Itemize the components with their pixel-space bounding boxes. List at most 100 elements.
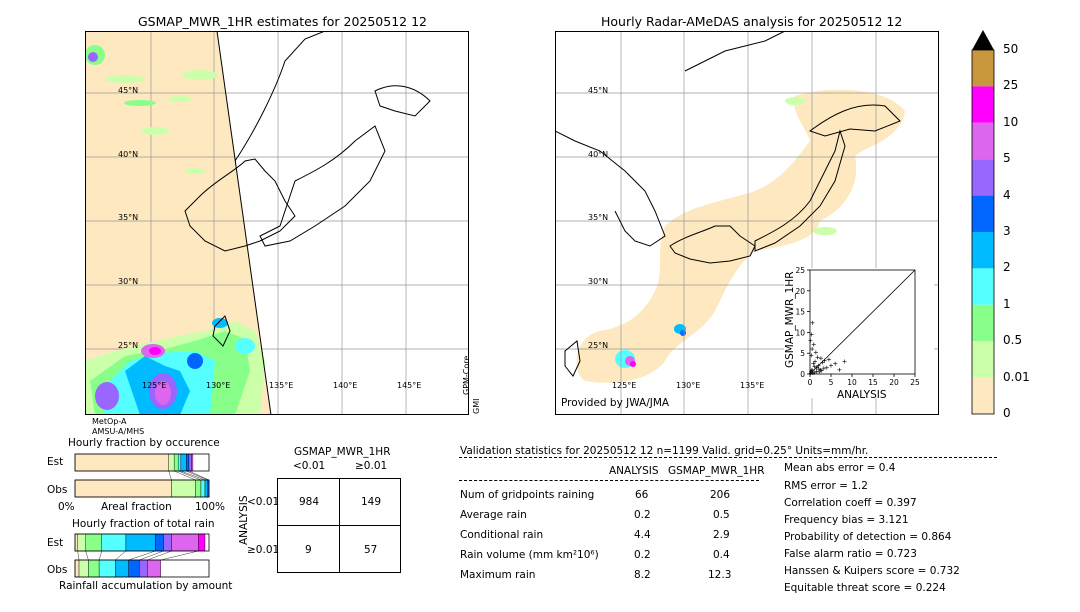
stack-connector (77, 550, 80, 561)
stack-segment (115, 559, 129, 578)
stack-segment (74, 479, 172, 498)
stack-segment (78, 559, 89, 578)
scatter-point (826, 357, 831, 362)
occ-row-est: Est (47, 456, 64, 468)
score-5: False alarm ratio = 0.723 (784, 548, 917, 560)
colorbar-segment (972, 159, 994, 196)
cont-col-2: ≥0.01 (355, 460, 388, 472)
stack-segment (180, 453, 187, 472)
stack-segment (147, 559, 161, 578)
left-lon-140: 140°E (333, 381, 358, 390)
colorbar-segment (972, 232, 994, 269)
cont-cell-01: 149 (361, 496, 382, 508)
left-lon-130: 130°E (206, 381, 231, 390)
col-analysis: ANALYSIS (609, 465, 659, 477)
stack-segment (128, 559, 140, 578)
side-label-2: GMI (472, 398, 481, 414)
scatter-plot: 0 5 10 15 20 25 0 5 10 15 20 25 (795, 266, 920, 387)
scatter-ytick-label: 20 (795, 287, 805, 296)
left-lon-135: 135°E (269, 381, 294, 390)
stat-label-4: Maximum rain (460, 569, 536, 581)
scatter-point (817, 369, 822, 374)
scatter-ytick-label: 0 (800, 370, 805, 379)
stat-label-1: Average rain (460, 509, 527, 521)
scatter-point (833, 361, 838, 366)
occurrence-title: Hourly fraction by occurence (68, 437, 220, 449)
scatter-point (810, 367, 815, 372)
colorbar-segment (972, 304, 994, 342)
stack-segment (173, 453, 179, 472)
contingency-title: GSMAP_MWR_1HR (294, 446, 391, 458)
left-lat-40: 40°N (118, 150, 139, 159)
occ-row-obs: Obs (47, 484, 68, 496)
scatter-point (821, 366, 826, 371)
colorbar-segment (972, 268, 994, 305)
colorbar-label: 5 (1003, 151, 1011, 166)
provider-label: Provided by JWA/JMA (561, 397, 670, 409)
stack-segment (204, 479, 208, 498)
left-lat-30: 30°N (118, 277, 139, 286)
scatter-xlabel: ANALYSIS (837, 389, 887, 401)
stack-connector (168, 470, 172, 481)
stat-a-0: 66 (635, 489, 649, 501)
score-3: Frequency bias = 3.121 (784, 514, 909, 526)
contingency-grid (277, 478, 401, 573)
score-1: RMS error = 1.2 (784, 480, 868, 492)
stack-segment (85, 533, 103, 552)
stat-g-1: 0.5 (713, 509, 730, 521)
right-lat-30: 30°N (588, 277, 609, 286)
scatter-point (816, 363, 821, 368)
colorbar-label: 25 (1003, 78, 1019, 93)
stat-label-0: Num of gridpoints raining (460, 489, 595, 501)
scatter-point (816, 367, 821, 372)
left-lat-35: 35°N (118, 213, 139, 222)
stack-segment (191, 453, 194, 472)
scatter-point (824, 365, 829, 370)
stat-g-4: 12.3 (708, 569, 732, 581)
cont-cell-00: 984 (299, 496, 320, 508)
validation-dash-line (459, 457, 997, 458)
colorbar-label: 4 (1003, 187, 1011, 202)
colorbar-label: 0 (1003, 406, 1011, 420)
stack-segment (74, 453, 170, 472)
scatter-point (808, 371, 813, 376)
scatter-xtick-label: 10 (847, 378, 857, 387)
colorbar-outline (971, 49, 995, 415)
stack-frame (74, 533, 210, 552)
stack-segment (125, 533, 156, 552)
left-lon-145: 145°E (397, 381, 422, 390)
stat-label-3: Rain volume (mm km²10⁶) (460, 549, 599, 561)
colorbar-segment (972, 50, 994, 87)
scatter-point (809, 368, 814, 373)
col-gsmap: GSMAP_MWR_1HR (668, 465, 765, 477)
colorbar-label: 10 (1003, 114, 1019, 129)
stack-segment (200, 479, 206, 498)
cont-cell-10: 9 (305, 544, 312, 556)
right-lat-40: 40°N (588, 150, 609, 159)
rain-row-est: Est (47, 537, 64, 549)
stat-a-1: 0.2 (634, 509, 651, 521)
stack-segment (198, 533, 206, 552)
scatter-point (842, 359, 847, 364)
colorbar-segment (972, 122, 994, 160)
scatter-point (810, 347, 815, 352)
stack-segment (186, 453, 190, 472)
score-2: Correlation coeff = 0.397 (784, 497, 917, 509)
colorbar-segment (972, 195, 994, 232)
left-rain-top (85, 45, 218, 174)
scatter-diagonal (809, 269, 916, 375)
stack-segment (155, 533, 164, 552)
score-7: Equitable threat score = 0.224 (784, 582, 946, 594)
left-gridlines (85, 31, 469, 415)
scatter-point (814, 369, 819, 374)
stack-segment (177, 453, 182, 472)
scatter-point (813, 350, 818, 355)
right-lat-25: 25°N (588, 341, 609, 350)
scatter-point (813, 359, 818, 364)
right-map-title: Hourly Radar-AMeDAS analysis for 2025051… (601, 14, 903, 29)
scatter-point (819, 368, 824, 373)
right-lon-135: 135°E (740, 381, 765, 390)
stack-segment (88, 559, 100, 578)
stack-connector (147, 550, 172, 561)
cont-cell-11: 57 (364, 544, 378, 556)
